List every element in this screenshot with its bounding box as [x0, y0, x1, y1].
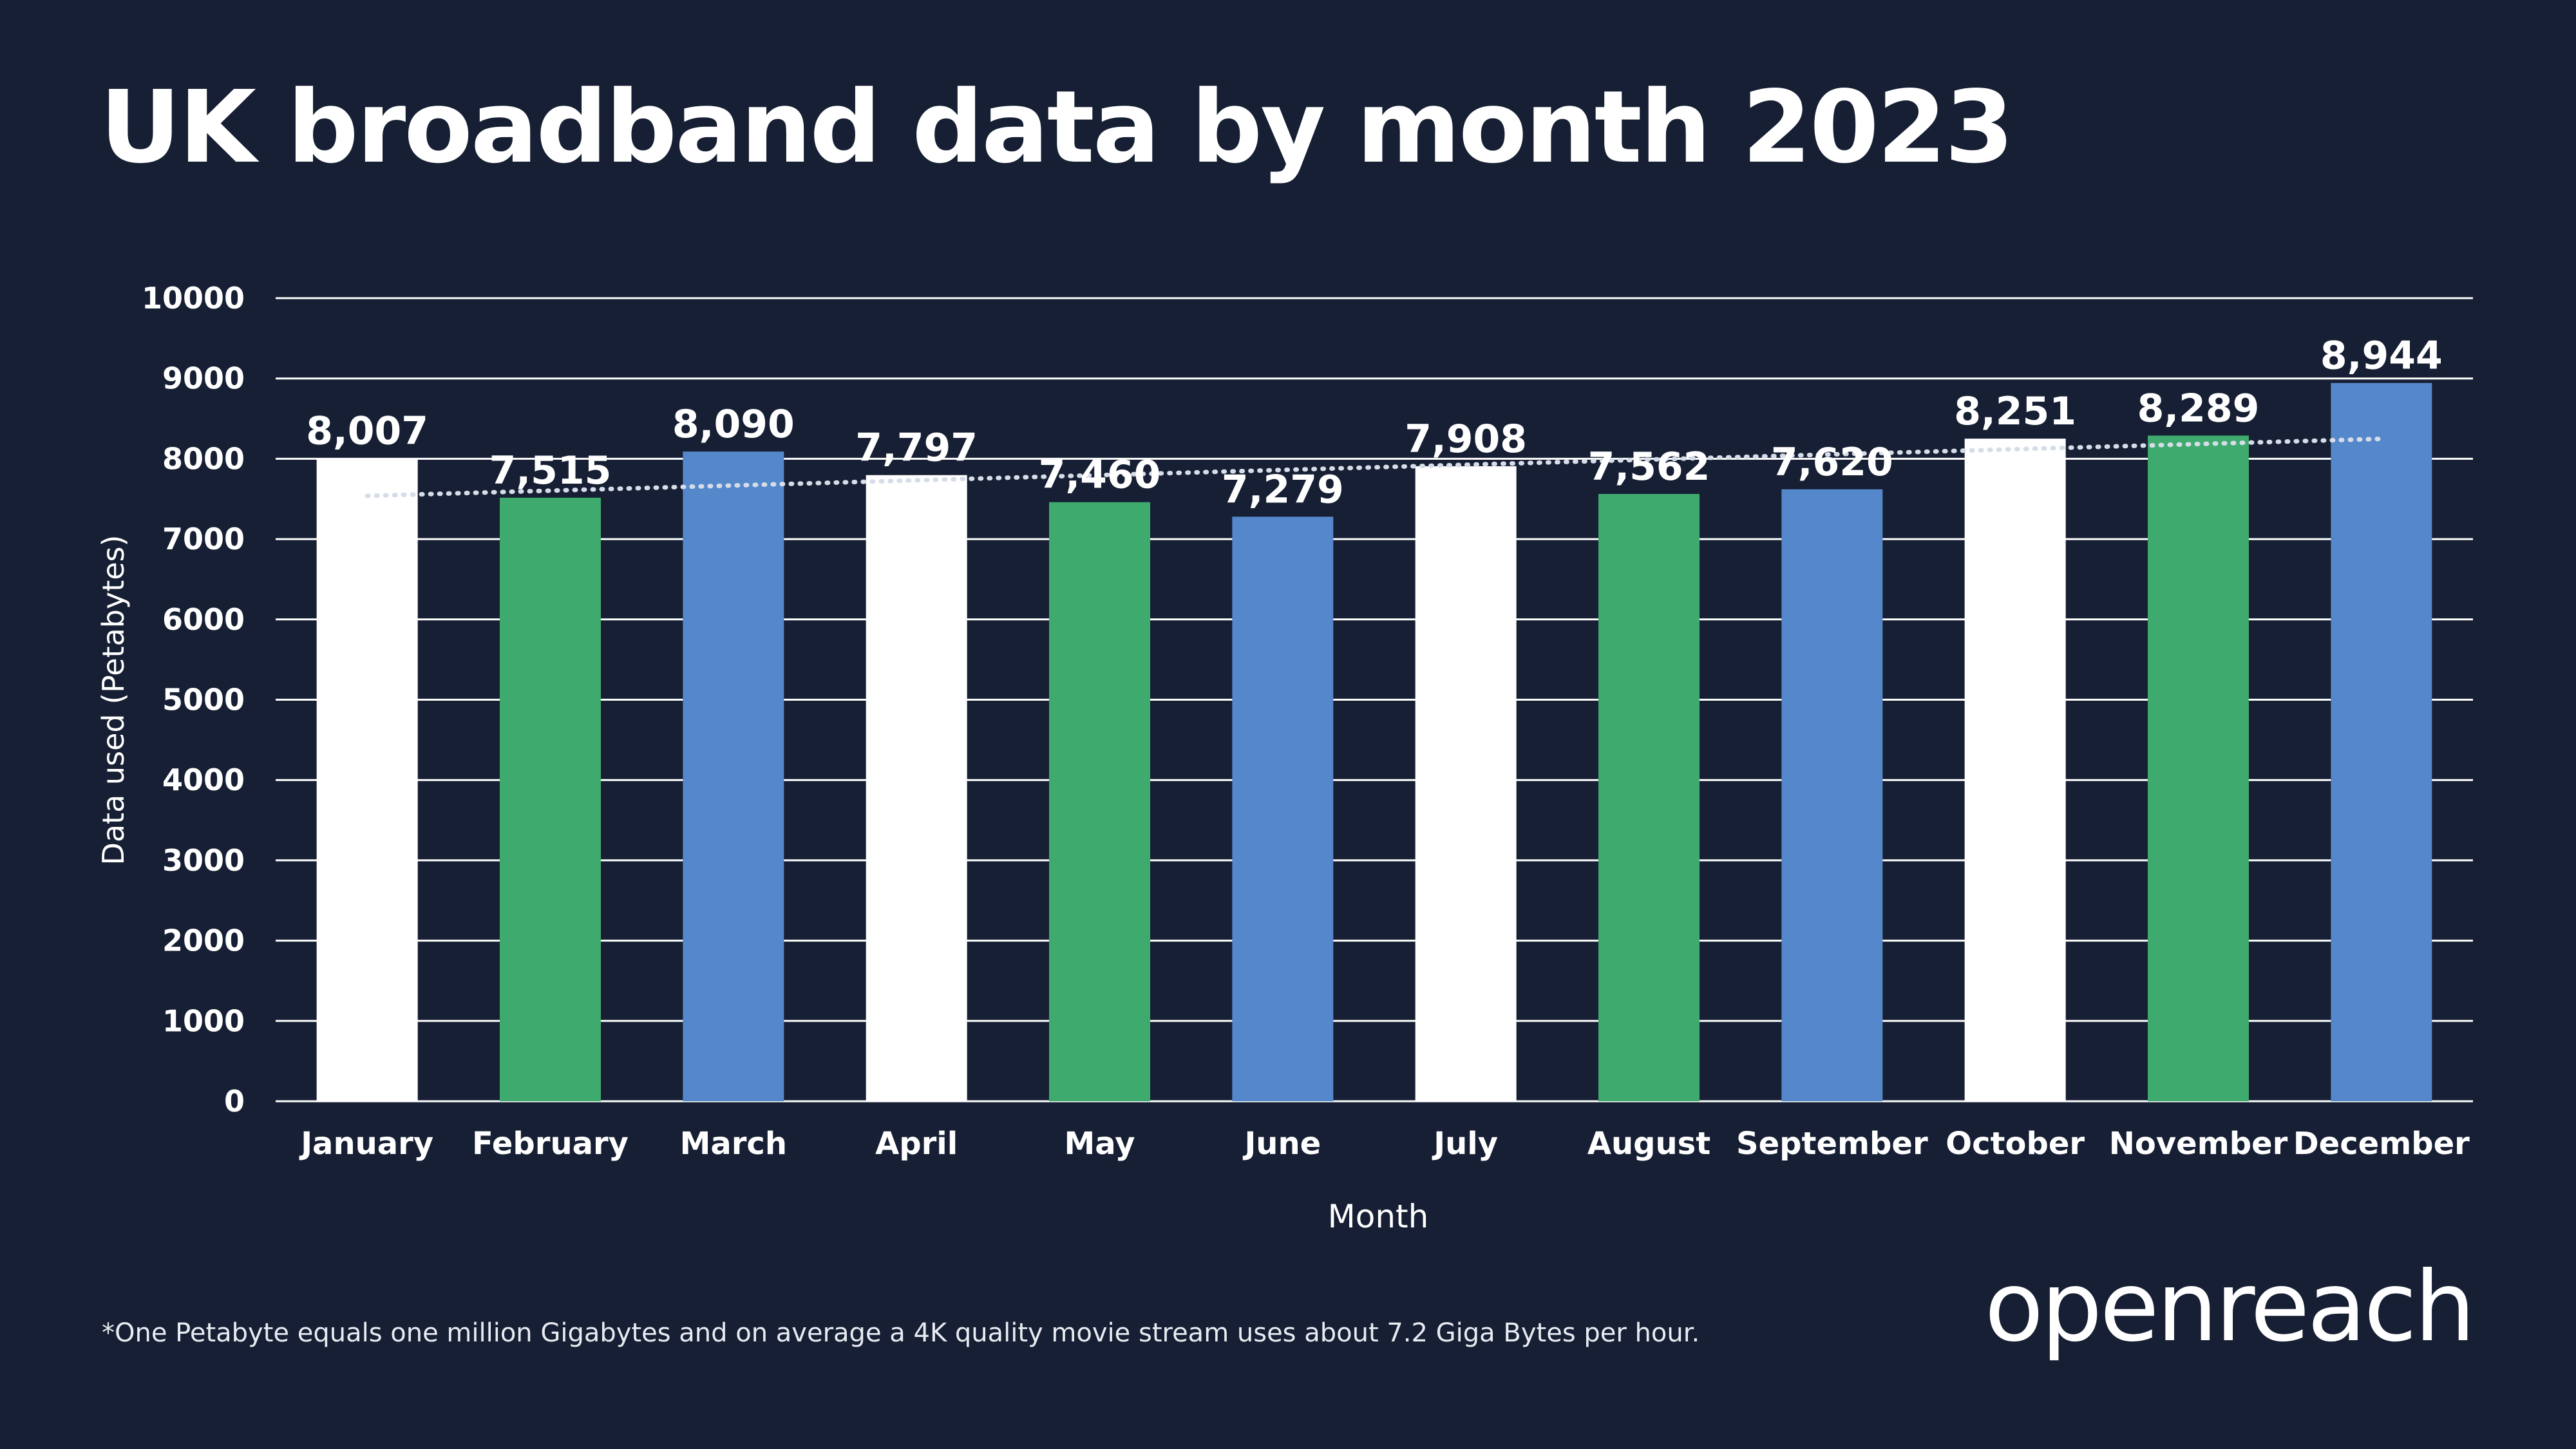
- y-tick-label: 8000: [162, 441, 245, 476]
- gridlines: [276, 297, 2473, 1103]
- footnote: *One Petabyte equals one million Gigabyt…: [102, 1318, 1700, 1348]
- data-label: 7,460: [1039, 453, 1161, 498]
- openreach-logo: openreach: [1984, 1251, 2476, 1363]
- trendline-path: [365, 436, 2384, 498]
- data-label: 8,090: [672, 402, 795, 447]
- data-label: 7,279: [1222, 467, 1344, 512]
- y-axis-label: Data used (Petabytes): [96, 535, 131, 866]
- x-tick-label: January: [299, 1126, 433, 1162]
- y-tick-label: 3000: [162, 843, 245, 878]
- bar-june: [1232, 516, 1334, 1101]
- data-label: 7,562: [1588, 444, 1710, 489]
- x-tick-label: December: [2293, 1126, 2470, 1162]
- y-tick-label: 4000: [162, 762, 245, 797]
- data-label: 8,944: [2320, 334, 2443, 379]
- y-tick-label: 9000: [162, 361, 245, 396]
- y-tick-label: 2000: [162, 923, 245, 958]
- data-label: 7,620: [1771, 440, 1893, 485]
- bar-february: [500, 497, 601, 1101]
- x-tick-label: June: [1242, 1126, 1321, 1162]
- y-axis-tick-labels: 0 1000 2000 3000 4000 5000 6000 7000 8000 9000 100…: [142, 281, 245, 1119]
- bar-july: [1415, 466, 1517, 1101]
- x-tick-label: November: [2109, 1126, 2288, 1162]
- x-tick-label: August: [1587, 1126, 1710, 1162]
- x-tick-label: February: [472, 1126, 629, 1162]
- x-axis-label: Month: [1328, 1198, 1429, 1235]
- y-tick-label: 7000: [162, 522, 245, 556]
- y-tick-label: 6000: [162, 602, 245, 637]
- bars: [316, 383, 2432, 1101]
- data-label: 7,797: [855, 426, 978, 471]
- x-axis-tick-labels: January February March April May June July Augu…: [299, 1126, 2470, 1162]
- y-tick-label: 1000: [162, 1003, 245, 1038]
- bar-october: [1964, 439, 2066, 1101]
- data-label: 8,251: [1954, 389, 2076, 434]
- bar-april: [866, 475, 967, 1101]
- y-tick-label: 5000: [162, 683, 245, 717]
- x-tick-label: July: [1432, 1126, 1498, 1162]
- x-tick-label: March: [680, 1126, 787, 1162]
- bar-september: [1781, 489, 1883, 1101]
- bar-november: [2148, 435, 2249, 1101]
- trendline: [365, 436, 2384, 498]
- y-tick-label: 10000: [142, 281, 245, 316]
- bar-may: [1049, 502, 1150, 1101]
- bar-august: [1598, 494, 1700, 1101]
- bar-december: [2331, 383, 2432, 1101]
- data-label: 7,515: [489, 448, 612, 493]
- x-tick-label: April: [875, 1126, 958, 1162]
- data-label: 8,289: [2137, 386, 2260, 431]
- data-labels: 8,007 7,515 8,090 7,797 7,460 7,279 7,908 7,562…: [306, 334, 2442, 513]
- page-title: UK broadband data by month 2023: [100, 69, 2014, 185]
- bar-march: [683, 451, 784, 1101]
- x-tick-label: May: [1065, 1126, 1135, 1162]
- x-tick-label: October: [1946, 1126, 2085, 1162]
- x-tick-label: September: [1736, 1126, 1928, 1162]
- data-label: 7,908: [1405, 417, 1527, 462]
- data-label: 8,007: [306, 409, 428, 454]
- bar-january: [316, 458, 418, 1101]
- y-tick-label: 0: [224, 1084, 245, 1119]
